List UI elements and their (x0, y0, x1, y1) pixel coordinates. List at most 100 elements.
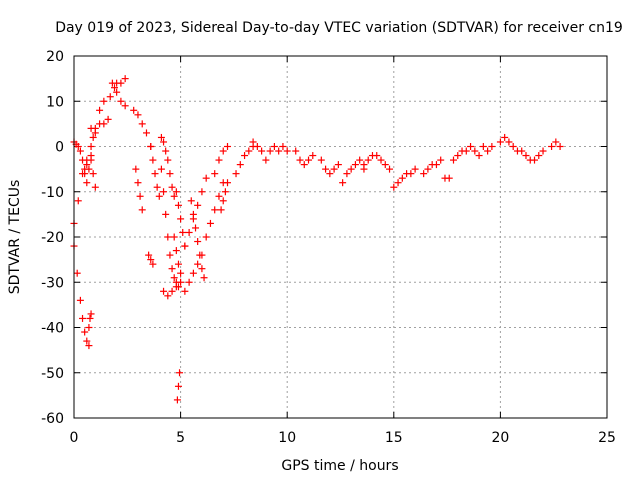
data-point (81, 328, 89, 336)
data-point (215, 156, 223, 164)
data-point (117, 97, 125, 105)
y-tick-label: -40 (41, 321, 64, 337)
data-point (501, 133, 509, 141)
data-point (407, 170, 415, 178)
data-point (155, 192, 163, 200)
data-point (309, 152, 317, 160)
data-point (134, 179, 142, 187)
data-point (334, 161, 342, 169)
data-point (74, 197, 82, 205)
plot-frame (73, 55, 608, 419)
data-point (198, 265, 206, 273)
data-point (420, 170, 428, 178)
data-point (170, 233, 178, 241)
data-point (79, 156, 87, 164)
data-point (509, 143, 517, 150)
data-point (162, 147, 170, 155)
data-point (138, 206, 146, 214)
x-tick-label: 0 (70, 430, 79, 446)
data-point (174, 382, 182, 390)
data-point (552, 138, 560, 146)
data-point (535, 152, 543, 160)
data-point (377, 156, 385, 164)
data-point (121, 75, 129, 83)
data-point (174, 260, 182, 268)
data-point (142, 129, 150, 137)
data-point (330, 165, 338, 173)
data-point (394, 179, 402, 187)
data-point (168, 265, 176, 273)
data-point (106, 93, 114, 101)
data-point (83, 179, 91, 187)
data-point (548, 143, 556, 150)
data-point (164, 156, 172, 164)
data-point (522, 152, 530, 160)
data-point (89, 133, 97, 141)
data-point (87, 310, 95, 318)
data-point (296, 156, 304, 164)
y-tick-label: 10 (46, 94, 64, 110)
data-point (202, 174, 210, 182)
data-point (85, 342, 93, 350)
data-point (87, 156, 95, 164)
x-tick-label: 15 (385, 430, 403, 446)
data-point (305, 156, 313, 164)
data-point (172, 283, 180, 291)
data-point (160, 188, 168, 196)
data-point (360, 165, 368, 173)
data-point (170, 274, 178, 282)
y-tick-label: -10 (41, 185, 64, 201)
data-point (245, 147, 253, 155)
data-point (149, 156, 157, 164)
data-point (224, 143, 232, 150)
data-point (194, 201, 202, 209)
data-point (556, 143, 564, 150)
data-point (471, 147, 479, 155)
data-point (160, 287, 168, 295)
data-point (151, 170, 159, 178)
data-point (454, 152, 462, 160)
data-point (270, 143, 278, 150)
data-point (168, 183, 176, 191)
data-point (85, 324, 93, 331)
data-point (104, 115, 112, 123)
data-point (283, 147, 291, 155)
data-point (432, 161, 440, 169)
data-point (100, 97, 108, 105)
data-point (253, 143, 261, 150)
data-point (134, 111, 142, 119)
data-point (132, 165, 140, 173)
data-point (83, 161, 91, 169)
y-tick-label: 20 (46, 49, 64, 65)
data-point (168, 287, 176, 295)
y-tick-label: -30 (41, 275, 64, 291)
data-point (232, 170, 240, 178)
chart-title: Day 019 of 2023, Sidereal Day-to-day VTE… (55, 20, 623, 36)
data-point (484, 147, 492, 155)
data-point (79, 314, 87, 322)
data-point (145, 251, 153, 259)
data-point (347, 165, 355, 173)
data-point (475, 152, 483, 160)
data-point (364, 156, 372, 164)
data-point (211, 206, 219, 214)
data-point (76, 147, 84, 155)
data-point (147, 256, 155, 264)
x-axis-label: GPS time / hours (281, 458, 398, 474)
data-point (531, 156, 539, 164)
data-points (70, 75, 564, 404)
data-point (174, 201, 182, 209)
data-point (162, 210, 170, 218)
data-point (398, 174, 406, 182)
y-tick-label: -60 (41, 411, 64, 427)
data-point (194, 238, 202, 246)
data-point (176, 369, 184, 377)
y-tick-label: -20 (41, 230, 64, 246)
data-point (147, 143, 155, 150)
data-point (505, 138, 513, 146)
data-point (258, 147, 266, 155)
data-point (76, 296, 84, 304)
data-point (166, 170, 174, 178)
data-point (164, 292, 172, 300)
data-point (173, 396, 181, 404)
